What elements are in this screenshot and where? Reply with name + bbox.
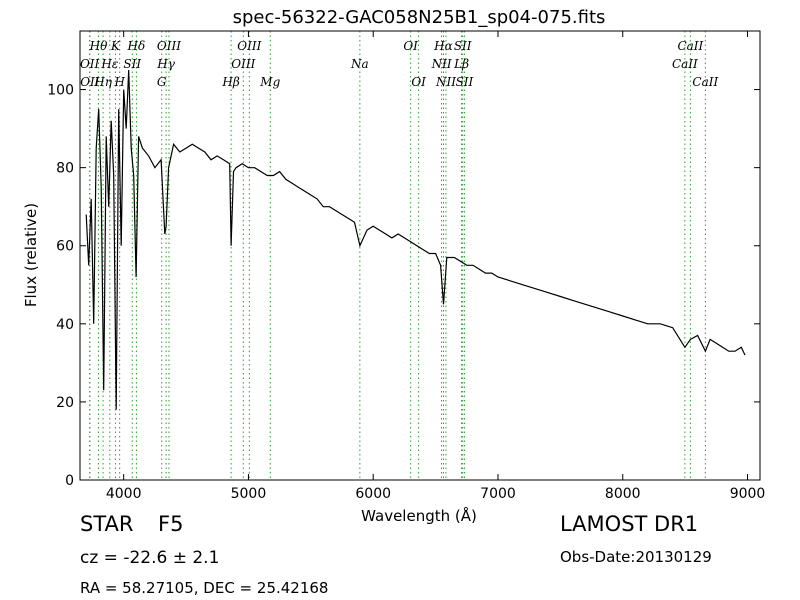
x-tick-label: 7000 xyxy=(480,486,516,502)
x-tick-label: 4000 xyxy=(106,486,142,502)
line-label: Hα xyxy=(433,39,453,53)
line-label: OII xyxy=(80,57,100,71)
line-label: Hδ xyxy=(127,39,146,53)
line-label: Hθ xyxy=(89,39,108,53)
y-axis-ticks: 0 20 40 60 80 100 xyxy=(47,83,760,489)
line-label: SII xyxy=(456,75,474,89)
line-label: Lβ xyxy=(453,57,469,71)
x-tick-label: 8000 xyxy=(605,486,641,502)
line-label: Mg xyxy=(259,75,280,89)
line-label: Hγ xyxy=(156,57,175,71)
chart-title: spec-56322-GAC058N25B1_sp04-075.fits xyxy=(233,7,606,28)
line-label: Na xyxy=(350,57,369,71)
y-tick-label: 60 xyxy=(56,239,74,255)
observation-date: Obs-Date:20130129 xyxy=(560,548,712,566)
y-tick-label: 20 xyxy=(56,395,74,411)
x-tick-label: 5000 xyxy=(231,486,267,502)
line-label: G xyxy=(157,75,167,89)
line-label: Hε xyxy=(100,57,118,71)
x-axis-label: Wavelength (Å) xyxy=(361,506,477,525)
line-label: CaII xyxy=(692,75,718,89)
x-tick-label: 9000 xyxy=(730,486,766,502)
redshift-cz: cz = -22.6 ± 2.1 xyxy=(80,548,220,568)
line-label: Hβ xyxy=(221,75,239,89)
ra-dec-coordinates: RA = 58.27105, DEC = 25.42168 xyxy=(80,579,329,597)
line-labels: OII OII Hθ Hη Hε K H SII Hδ Hγ G OIII Hβ OIII OIII Mg Na… xyxy=(80,39,719,89)
line-label: OII xyxy=(80,75,100,89)
y-tick-label: 80 xyxy=(56,161,74,177)
spectrum-line xyxy=(85,69,746,410)
line-label: NII xyxy=(431,57,452,71)
y-tick-label: 100 xyxy=(47,83,74,99)
line-label: K xyxy=(110,39,121,53)
x-axis-ticks: 4000 5000 6000 7000 8000 9000 xyxy=(106,31,765,502)
line-label: CaII xyxy=(677,39,703,53)
plot-frame xyxy=(79,30,761,481)
line-label: Hη xyxy=(93,75,112,89)
line-label: SII xyxy=(454,39,472,53)
line-label: OIII xyxy=(237,39,261,53)
line-label: CaII xyxy=(672,57,698,71)
line-label: OIII xyxy=(157,39,181,53)
line-label: SII xyxy=(123,57,141,71)
x-tick-label: 6000 xyxy=(355,486,391,502)
line-label: OIII xyxy=(231,57,255,71)
survey-name: LAMOST DR1 xyxy=(560,512,699,536)
line-label: H xyxy=(113,75,125,89)
object-class: STAR xyxy=(80,512,134,536)
y-tick-label: 40 xyxy=(56,317,74,333)
line-label: OI xyxy=(403,39,418,53)
y-axis-label: Flux (relative) xyxy=(22,203,40,307)
y-tick-label: 0 xyxy=(65,473,74,489)
line-label: OI xyxy=(411,75,426,89)
line-markers xyxy=(89,31,706,480)
object-subclass: F5 xyxy=(158,512,184,536)
line-label: NII xyxy=(435,75,456,89)
